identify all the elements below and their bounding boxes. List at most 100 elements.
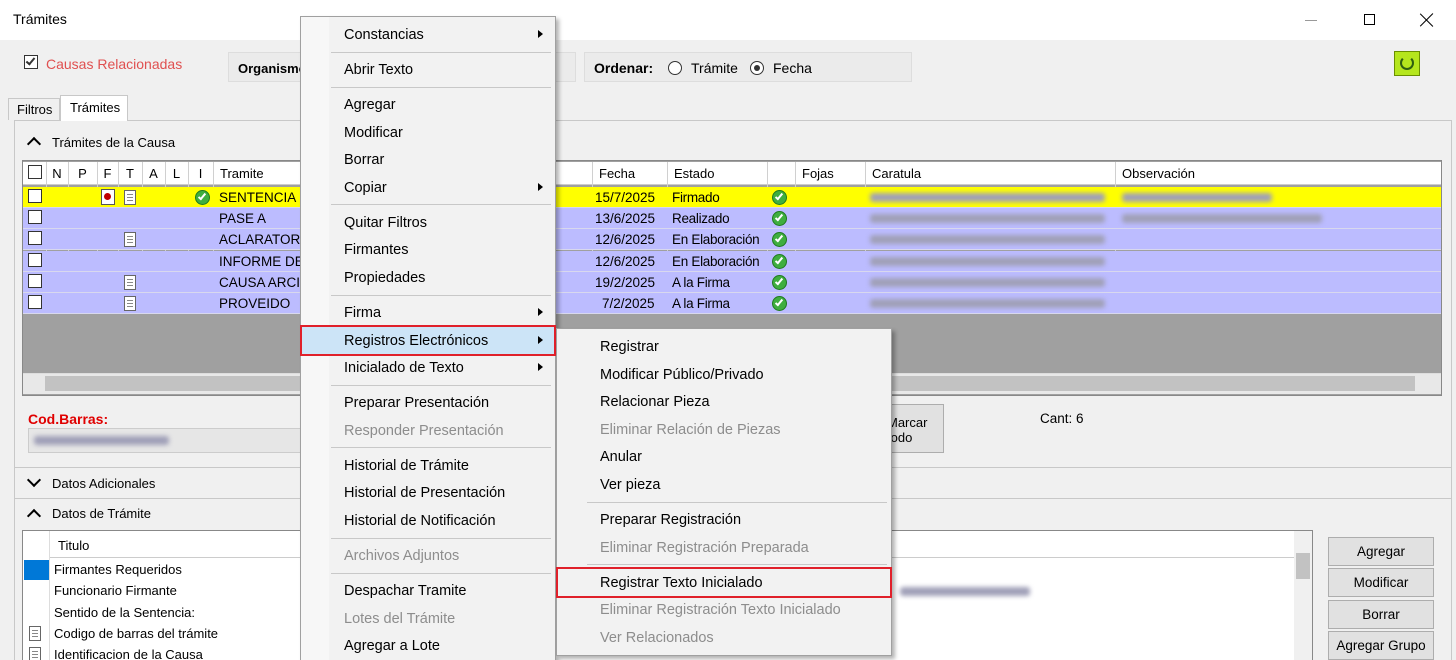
radio-label[interactable]: Fecha — [773, 60, 812, 76]
menu-label[interactable]: Preparar Presentación — [344, 395, 490, 412]
menu-label[interactable]: Despachar Tramite — [344, 583, 467, 599]
menu-label[interactable]: Historial de Trámite — [344, 457, 469, 474]
grid-cell[interactable]: Firmantes Requeridos — [54, 562, 182, 577]
menu-label[interactable]: Abrir Texto — [344, 62, 414, 78]
menu-item[interactable]: Propiedades — [302, 264, 554, 291]
checkbox[interactable] — [24, 55, 38, 69]
menu-item[interactable]: Firma — [302, 299, 554, 326]
menu-item[interactable]: Registros Electrónicos — [300, 324, 556, 356]
checkbox[interactable] — [28, 210, 42, 225]
column-header[interactable]: N — [52, 166, 62, 181]
checkbox[interactable] — [28, 295, 42, 309]
menu-item[interactable]: Registrar — [558, 333, 890, 360]
column-header[interactable]: T — [126, 166, 134, 181]
menu-item[interactable]: Modificar Público/Privado — [558, 361, 890, 388]
menu-label[interactable]: Anular — [600, 449, 642, 466]
checkbox[interactable] — [28, 231, 42, 246]
minimize-button[interactable] — [1305, 20, 1317, 21]
menu-item[interactable]: Inicialado de Texto — [302, 354, 554, 381]
menu-label[interactable]: Borrar — [344, 152, 385, 169]
checkbox[interactable] — [28, 189, 42, 203]
column-header[interactable]: I — [198, 166, 203, 181]
section-title[interactable]: Datos Adicionales — [52, 476, 156, 491]
column-header[interactable]: Fojas — [802, 166, 834, 181]
menu-label[interactable]: Modificar — [344, 124, 403, 141]
grid-cell[interactable]: Sentido de la Sentencia: — [54, 604, 195, 620]
menu-item: Eliminar Registración Preparada — [558, 534, 890, 561]
menu-item[interactable]: Firmantes — [302, 236, 554, 263]
menu-label[interactable]: Registros Electrónicos — [344, 332, 489, 349]
menu-label[interactable]: Inicialado de Texto — [344, 360, 464, 377]
menu-item[interactable]: Constancias — [302, 21, 554, 48]
grid-cell[interactable]: Funcionario Firmante — [54, 583, 177, 599]
menu-label[interactable]: Preparar Registración — [600, 512, 742, 528]
menu-item[interactable]: Agregar a Lote — [302, 632, 554, 659]
menu-label[interactable]: Historial de Notificación — [344, 513, 496, 529]
checkbox[interactable] — [28, 252, 42, 267]
menu-label: Eliminar Registración Preparada — [600, 539, 809, 556]
column-header[interactable]: A — [149, 166, 158, 181]
tab-label[interactable]: Trámites — [70, 100, 121, 115]
menu-item[interactable]: Modificar — [302, 119, 554, 146]
menu-item[interactable]: Agregar — [302, 91, 554, 118]
grid-cell[interactable]: Identificacion de la Causa — [54, 647, 203, 660]
radio[interactable] — [750, 61, 764, 75]
tab-label[interactable]: Filtros — [17, 102, 53, 117]
menu-label[interactable]: Historial de Presentación — [344, 485, 506, 502]
menu-item[interactable]: Preparar Registración — [558, 506, 890, 533]
grid-cell[interactable]: Codigo de barras del trámite — [54, 625, 219, 641]
menu-item[interactable]: Copiar — [302, 174, 554, 201]
menu-item[interactable]: Registrar Texto Inicialado — [556, 566, 892, 598]
menu-item[interactable]: Quitar Filtros — [302, 209, 554, 236]
column-header[interactable]: F — [103, 166, 112, 181]
menu-item[interactable]: Historial de Trámite — [302, 452, 554, 479]
column-header[interactable]: P — [78, 166, 87, 181]
menu-label[interactable]: Firmantes — [344, 242, 409, 259]
section-title[interactable]: Trámites de la Causa — [52, 135, 176, 150]
menu-label[interactable]: Modificar Público/Privado — [600, 366, 764, 383]
column-header[interactable]: Estado — [674, 166, 715, 181]
menu-label[interactable]: Relacionar Pieza — [600, 394, 710, 411]
section-title[interactable]: Datos de Trámite — [52, 506, 151, 521]
radio[interactable] — [668, 61, 682, 75]
menu-item[interactable]: Despachar Tramite — [302, 577, 554, 604]
menu-item[interactable]: Preparar Presentación — [302, 389, 554, 416]
menu-item[interactable]: Historial de Notificación — [302, 507, 554, 534]
menu-label[interactable]: Registrar — [600, 339, 659, 355]
menu-label[interactable]: Quitar Filtros — [344, 214, 427, 231]
menu-item[interactable]: Borrar — [302, 146, 554, 173]
tab[interactable] — [60, 95, 128, 121]
menu-label[interactable]: Ver pieza — [600, 477, 661, 493]
menu-label[interactable]: Agregar a Lote — [344, 638, 440, 655]
column-header[interactable]: Titulo — [58, 538, 90, 553]
column-header[interactable]: Tramite — [220, 166, 264, 181]
menu-item[interactable]: Historial de Presentación — [302, 479, 554, 506]
checkbox[interactable] — [28, 165, 42, 179]
submenu-arrow — [538, 182, 543, 191]
close-button[interactable] — [1419, 13, 1434, 27]
menu-item[interactable]: Ver pieza — [558, 471, 890, 498]
column-header[interactable]: Fecha — [599, 166, 636, 181]
button[interactable]: Modificar — [1328, 568, 1434, 597]
menu-item[interactable]: Anular — [558, 443, 890, 470]
menu-label[interactable]: Firma — [344, 305, 382, 321]
window-title: Trámites — [13, 11, 67, 27]
radio-label[interactable]: Trámite — [691, 60, 738, 76]
tab[interactable] — [8, 98, 60, 120]
menu-label[interactable]: Propiedades — [344, 270, 426, 286]
button[interactable]: Agregar — [1328, 537, 1434, 566]
menu-item[interactable]: Relacionar Pieza — [558, 388, 890, 415]
button[interactable]: Borrar — [1328, 600, 1434, 629]
column-header[interactable]: Observación — [1122, 166, 1195, 181]
checkbox[interactable] — [28, 273, 42, 288]
menu-label[interactable]: Copiar — [344, 179, 387, 196]
button[interactable]: Agregar Grupo — [1328, 631, 1434, 660]
menu-label[interactable]: Registrar Texto Inicialado — [600, 574, 763, 591]
column-header[interactable]: L — [172, 166, 181, 181]
maximize-button[interactable] — [1364, 14, 1375, 25]
menu-label[interactable]: Constancias — [344, 27, 424, 43]
menu-item[interactable]: Abrir Texto — [302, 56, 554, 83]
menu-label[interactable]: Agregar — [344, 97, 396, 113]
column-header[interactable]: Caratula — [872, 166, 922, 181]
refresh-button[interactable] — [1394, 51, 1420, 76]
